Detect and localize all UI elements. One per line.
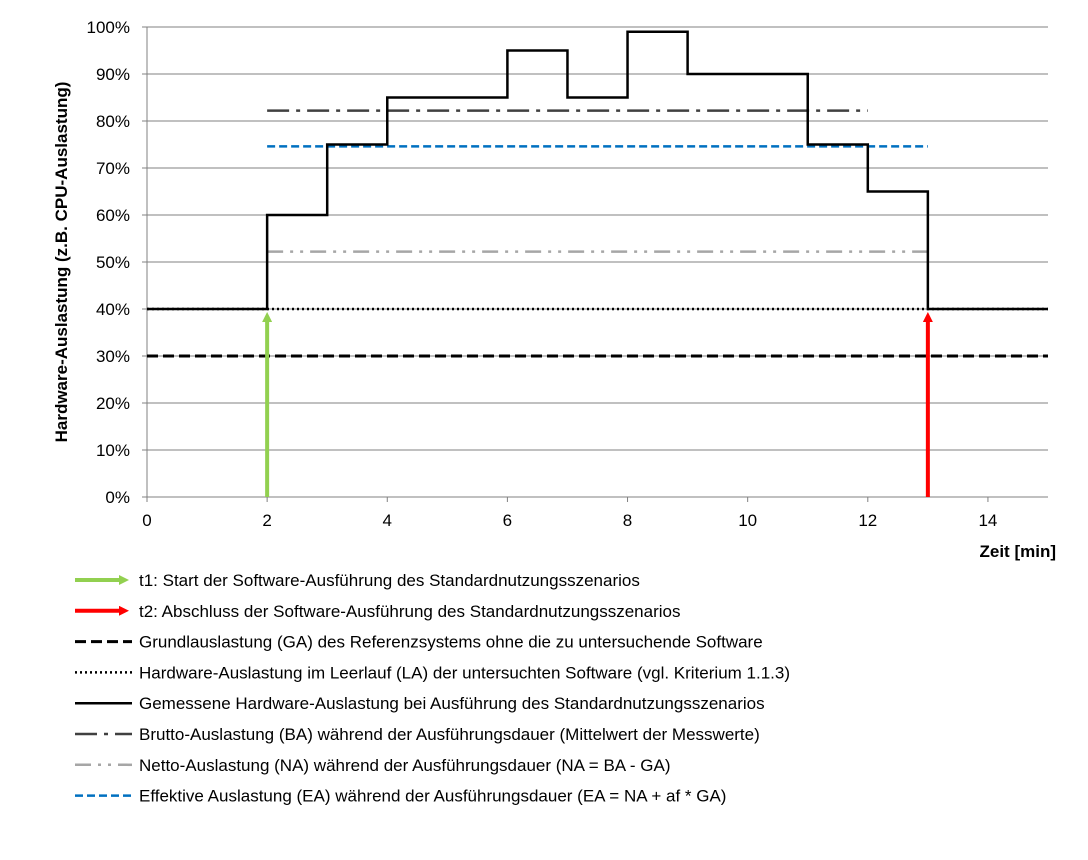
legend-entry-2: Grundlauslastung (GA) des Referenzsystem… xyxy=(75,633,763,652)
x-tick-label: 14 xyxy=(978,511,997,530)
legend-label: Gemessene Hardware-Auslastung bei Ausfüh… xyxy=(139,694,765,713)
legend-entry-5: Brutto-Auslastung (BA) während der Ausfü… xyxy=(75,725,760,744)
x-tick-label: 10 xyxy=(738,511,757,530)
y-tick-label: 100% xyxy=(87,18,130,37)
y-tick-label: 60% xyxy=(96,206,130,225)
x-tick-label: 4 xyxy=(383,511,392,530)
legend-entry-7: Effektive Auslastung (EA) während der Au… xyxy=(75,787,726,806)
x-tick-label: 12 xyxy=(858,511,877,530)
tick-labels: 0% 10% 20% 30% 40% 50% 60% 70% 80% 90% 100% 0 2 4 6 8 10… xyxy=(87,18,998,530)
gridlines xyxy=(147,26,1048,451)
series-4 xyxy=(147,30,1048,311)
y-tick-label: 10% xyxy=(96,441,130,460)
y-tick-label: 80% xyxy=(96,112,130,131)
x-tick-label: 8 xyxy=(623,511,632,530)
y-tick-label: 0% xyxy=(105,488,130,507)
x-tick-label: 2 xyxy=(262,511,271,530)
plot-area xyxy=(147,30,1048,497)
y-tick-label: 30% xyxy=(96,347,130,366)
legend-label: Grundlauslastung (GA) des Referenzsystem… xyxy=(139,633,763,652)
x-axis-title: Zeit [min] xyxy=(980,542,1057,561)
legend-label: Hardware-Auslastung im Leerlauf (LA) der… xyxy=(139,663,790,682)
legend-entry-0: t1: Start der Software-Ausführung des St… xyxy=(75,571,640,590)
legend-entry-3: Hardware-Auslastung im Leerlauf (LA) der… xyxy=(75,663,790,682)
legend: t1: Start der Software-Ausführung des St… xyxy=(75,571,790,806)
legend-label: t1: Start der Software-Ausführung des St… xyxy=(139,571,640,590)
y-tick-label: 20% xyxy=(96,394,130,413)
legend-entry-1: t2: Abschluss der Software-Ausführung de… xyxy=(75,602,681,621)
x-tick-label: 6 xyxy=(503,511,512,530)
y-tick-label: 40% xyxy=(96,300,130,319)
legend-label: Brutto-Auslastung (BA) während der Ausfü… xyxy=(139,725,760,744)
x-tick-label: 0 xyxy=(142,511,151,530)
legend-label: t2: Abschluss der Software-Ausführung de… xyxy=(139,602,681,621)
y-tick-label: 50% xyxy=(96,253,130,272)
axes xyxy=(142,26,1048,502)
y-axis-title: Hardware-Auslastung (z.B. CPU-Auslastung… xyxy=(52,82,71,443)
y-tick-label: 90% xyxy=(96,65,130,84)
y-tick-label: 70% xyxy=(96,159,130,178)
legend-entry-6: Netto-Auslastung (NA) während der Ausfüh… xyxy=(75,756,671,775)
legend-label: Netto-Auslastung (NA) während der Ausfüh… xyxy=(139,756,671,775)
legend-label: Effektive Auslastung (EA) während der Au… xyxy=(139,787,726,806)
legend-entry-4: Gemessene Hardware-Auslastung bei Ausfüh… xyxy=(75,694,765,713)
